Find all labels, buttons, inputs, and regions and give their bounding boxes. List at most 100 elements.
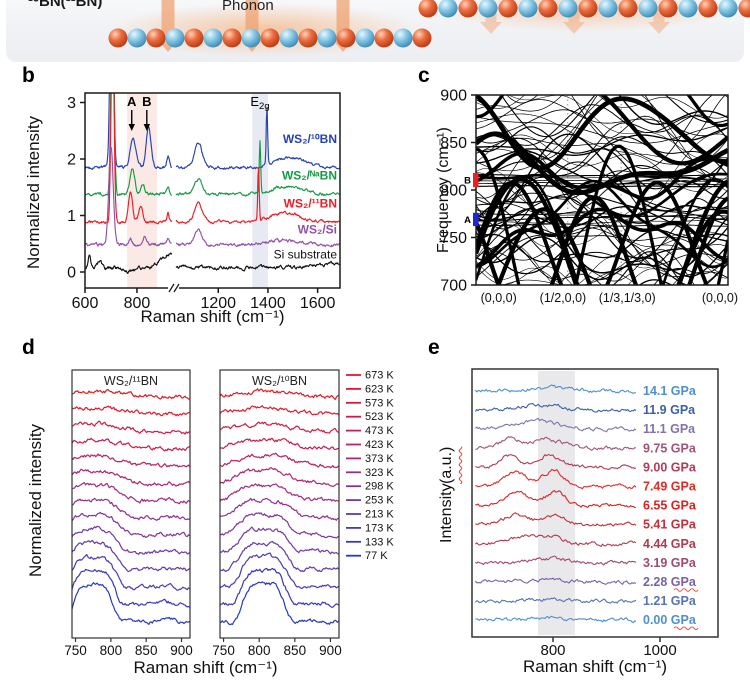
x-tick-label: 750 [64, 643, 87, 658]
nitrogen-atom [317, 28, 337, 48]
pressure-label: 3.19 GPa [643, 556, 697, 570]
x-tick-label: 1200 [200, 295, 236, 312]
temperature-spectrum [72, 437, 190, 452]
temperature-spectrum [220, 526, 339, 555]
temperature-spectrum [72, 511, 190, 538]
temperature-spectrum [220, 405, 339, 416]
spellcheck-squiggle [673, 588, 699, 592]
axis-box [84, 92, 341, 289]
temperature-spectrum [220, 421, 339, 434]
temperature-spectrum [72, 420, 190, 435]
panel-b-letter: b [22, 64, 35, 87]
annotation-arrowhead [143, 124, 151, 131]
axis-break-gap [168, 286, 179, 290]
nitrogen-atom [127, 28, 147, 48]
phonon-band [476, 176, 728, 180]
panel-b-plot: WS₂/¹⁰BN WS₂/ᴺᵃBN WS₂/¹¹BN WS₂/Si Si substra… [67, 92, 341, 312]
phonon-band [618, 95, 728, 125]
boron-atom [260, 28, 280, 48]
phonon-band [476, 95, 714, 170]
pressure-spectrum [475, 555, 637, 566]
phonon-band [476, 95, 728, 162]
temperature-spectrum [220, 512, 339, 539]
boron-atom [698, 0, 718, 18]
temperature-spectrum [220, 437, 339, 451]
x-tick-label: 1400 [250, 295, 286, 312]
pressure-spectrum [475, 417, 637, 433]
x-tick-label: 800 [540, 642, 565, 659]
pressure-spectrum [474, 577, 637, 585]
phonon-band [476, 174, 728, 177]
phonon-band [476, 185, 728, 188]
phonon-band [476, 95, 728, 112]
axis-box [71, 369, 191, 639]
temperature-spectrum [220, 552, 339, 589]
boron-atom [222, 28, 242, 48]
axis-break-mark [168, 283, 175, 293]
phonon-band [507, 95, 728, 160]
spellcheck-squiggle [673, 626, 699, 630]
spectrum-curve [175, 167, 340, 225]
pressure-label: 6.55 GPa [643, 499, 697, 513]
temperature-spectrum [220, 540, 339, 573]
phonon-band [476, 215, 728, 222]
pressure-label: 11.9 GPa [643, 403, 696, 417]
phonon-band [599, 95, 728, 166]
phonon-band [500, 95, 728, 138]
boron-atom [146, 28, 166, 48]
k-point-label: (1/3,1/3,0) [599, 291, 656, 305]
spectrum-curve [85, 93, 173, 197]
phonon-band [559, 249, 695, 285]
curves [220, 388, 339, 626]
temperature-spectrum [220, 581, 339, 626]
phonon-band [476, 229, 728, 263]
nitrogen-atom [279, 28, 299, 48]
y-tick-label: 900 [440, 88, 467, 105]
spectrum-curve [175, 228, 340, 248]
pressure-spectrum [475, 512, 637, 527]
boron-atom [578, 0, 598, 18]
x-tick-label: 850 [284, 643, 307, 658]
nitrogen-atom [518, 0, 538, 18]
mode-marker-label: A [464, 215, 471, 226]
panel-c-letter: c [418, 64, 430, 87]
pressure-spectrum [475, 453, 637, 470]
mode-marker [473, 212, 479, 227]
x-tick-label: 800 [248, 643, 271, 658]
nitrogen-atom [558, 0, 578, 18]
phonon-band [476, 182, 728, 185]
boron-atom [184, 28, 204, 48]
phonon-band [476, 133, 728, 222]
phonon-bands [476, 95, 728, 285]
y-tick-label: 1 [67, 208, 76, 225]
temperature-spectrum [72, 388, 190, 400]
legend-label: 77 K [365, 550, 388, 562]
boron-atom [418, 0, 438, 18]
highlight-band [252, 93, 268, 288]
nitrogen-atom [165, 28, 185, 48]
k-point-label: (1/2,0,0) [540, 291, 587, 305]
x-tick-label: 900 [170, 643, 193, 658]
pressure-label: 1.21 GPa [643, 594, 697, 608]
pressure-spectrum [475, 490, 636, 509]
y-tick-label: 3 [67, 95, 76, 112]
axis-break-mark [173, 283, 180, 293]
nitrogen-atom [478, 0, 498, 18]
pressure-label: 14.1 GPa [643, 384, 697, 398]
pressure-spectrum [474, 597, 637, 604]
phonon-band [476, 172, 728, 218]
panel-e-plot: 14.1 GPa 11.9 GPa 11.1 GPa 9.75 GPa 9.00 GPa… [471, 368, 719, 659]
mode-marker [473, 172, 479, 188]
legend-label: 133 K [365, 536, 394, 548]
pressure-label: 9.00 GPa [643, 460, 697, 474]
pressure-spectrum [475, 468, 637, 490]
series-label: WS₂/Si [298, 223, 337, 237]
temperature-spectrum [72, 405, 190, 417]
series-label: WS₂/¹⁰BN [283, 132, 337, 146]
curves [72, 388, 190, 625]
panel-a-phonon-label: Phonon [222, 0, 274, 14]
boron-atom [618, 0, 638, 18]
legend-label: 173 K [365, 522, 394, 534]
temperature-spectrum [72, 482, 190, 505]
x-tick-label: 750 [212, 643, 235, 658]
